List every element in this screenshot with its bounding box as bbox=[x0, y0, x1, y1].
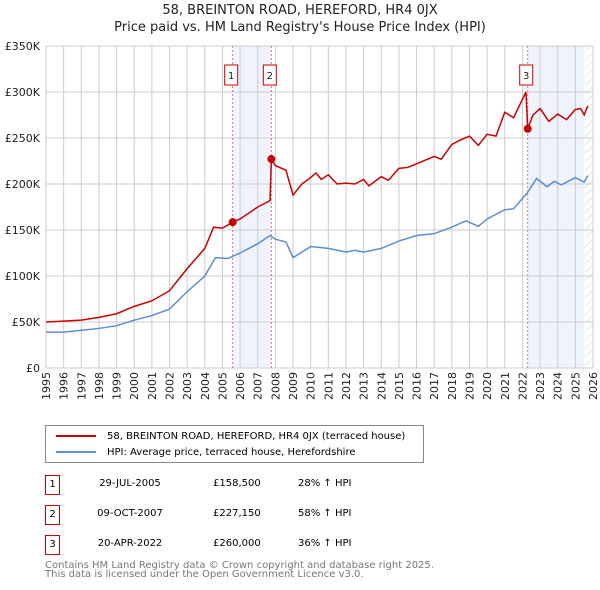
copyright-text: Contains HM Land Registry data © Crown c… bbox=[45, 560, 434, 571]
sale-marker-badge: 1 bbox=[45, 475, 60, 495]
sale-label: 2 bbox=[267, 71, 273, 82]
legend-item-property: 58, BREINTON ROAD, HEREFORD, HR4 0JX (te… bbox=[56, 428, 405, 444]
table-row: 1 29-JUL-2005 £158,500 28% ↑ HPI bbox=[45, 475, 445, 495]
sale-period-shading bbox=[527, 46, 585, 368]
x-tick-label: 2001 bbox=[146, 372, 159, 400]
x-tick-label: 2023 bbox=[534, 372, 547, 400]
x-tick-label: 2018 bbox=[446, 372, 459, 400]
x-tick-label: 2020 bbox=[481, 372, 494, 400]
hpi-change: 36% ↑ HPI bbox=[298, 538, 352, 549]
future-hatch-region bbox=[585, 46, 593, 368]
y-tick-label: £0 bbox=[26, 362, 40, 375]
x-tick-label: 2015 bbox=[393, 372, 406, 400]
x-tick-label: 2010 bbox=[305, 372, 318, 400]
price-paid-line bbox=[45, 91, 589, 323]
table-row: 3 20-APR-2022 £260,000 36% ↑ HPI bbox=[45, 535, 445, 555]
x-tick-label: 1999 bbox=[111, 372, 124, 400]
hpi-line bbox=[46, 175, 589, 333]
y-tick-label: £50K bbox=[12, 316, 41, 329]
x-tick-label: 1996 bbox=[58, 372, 71, 400]
x-tick-label: 2002 bbox=[164, 372, 177, 400]
licence-text: This data is licensed under the Open Gov… bbox=[45, 569, 364, 580]
sale-label-box bbox=[224, 64, 239, 86]
x-tick-label: 2003 bbox=[181, 372, 194, 400]
table-row: 2 09-OCT-2007 £227,150 58% ↑ HPI bbox=[45, 505, 445, 525]
sale-label-box bbox=[519, 64, 534, 86]
y-tick-label: £100K bbox=[5, 270, 41, 283]
x-tick-label: 2019 bbox=[463, 372, 476, 400]
x-tick-label: 2006 bbox=[234, 372, 247, 400]
x-tick-label: 2004 bbox=[199, 372, 212, 400]
sale-date: 20-APR-2022 bbox=[97, 538, 163, 549]
sale-label: 3 bbox=[523, 71, 529, 82]
sale-price: £260,000 bbox=[213, 538, 261, 549]
sale-price: £158,500 bbox=[213, 478, 261, 489]
legend-item-hpi: HPI: Average price, terraced house, Here… bbox=[56, 444, 355, 460]
y-tick-label: £300K bbox=[5, 86, 41, 99]
x-tick-label: 2011 bbox=[322, 372, 335, 400]
x-tick-label: 1997 bbox=[75, 372, 88, 400]
footer: Contains HM Land Registry data © Crown c… bbox=[45, 560, 434, 580]
sale-date: 09-OCT-2007 bbox=[97, 508, 163, 519]
x-tick-label: 2012 bbox=[340, 372, 353, 400]
hpi-change: 58% ↑ HPI bbox=[298, 508, 352, 519]
legend-label: HPI: Average price, terraced house, Here… bbox=[107, 446, 356, 458]
sale-label: 1 bbox=[228, 71, 234, 82]
sale-marker-badge: 2 bbox=[45, 505, 60, 525]
x-tick-label: 1998 bbox=[93, 372, 106, 400]
y-tick-label: £200K bbox=[5, 178, 41, 191]
sale-marker-badge: 3 bbox=[45, 535, 60, 555]
x-tick-label: 2014 bbox=[375, 372, 388, 400]
y-tick-label: £350K bbox=[5, 40, 41, 53]
x-tick-label: 2005 bbox=[216, 372, 229, 400]
line-chart: 1995 1996 1997 1998 1999 2000 2001 2002 2003 2004… bbox=[5, 40, 600, 400]
sale-point bbox=[267, 155, 276, 164]
sale-period-shading bbox=[232, 46, 272, 368]
x-tick-label: 2000 bbox=[128, 372, 141, 400]
x-tick-label: 2013 bbox=[358, 372, 371, 400]
x-tick-label: 2016 bbox=[411, 372, 424, 400]
x-tick-label: 2007 bbox=[252, 372, 265, 400]
y-tick-label: £250K bbox=[5, 132, 41, 145]
x-tick-label: 2017 bbox=[428, 372, 441, 400]
x-tick-label: 2008 bbox=[269, 372, 282, 400]
legend-label: 58, BREINTON ROAD, HEREFORD, HR4 0JX (te… bbox=[107, 430, 406, 442]
blue-line-swatch bbox=[56, 451, 96, 453]
sale-date: 29-JUL-2005 bbox=[99, 478, 161, 489]
sale-point bbox=[228, 218, 237, 227]
x-tick-label: 2022 bbox=[516, 372, 529, 400]
sale-price: £227,150 bbox=[213, 508, 261, 519]
x-tick-label: 2025 bbox=[569, 372, 582, 400]
chart-subtitle: Price paid vs. HM Land Registry's House … bbox=[114, 20, 486, 35]
sale-label-box bbox=[262, 64, 277, 86]
hpi-change: 28% ↑ HPI bbox=[298, 478, 352, 489]
x-tick-label: 2024 bbox=[552, 372, 565, 400]
chart-title: 58, BREINTON ROAD, HEREFORD, HR4 0JX bbox=[162, 3, 438, 18]
x-tick-label: 2026 bbox=[587, 372, 600, 400]
red-line-swatch bbox=[56, 435, 96, 437]
plot-border bbox=[45, 45, 594, 369]
legend: 58, BREINTON ROAD, HEREFORD, HR4 0JX (te… bbox=[45, 425, 424, 463]
x-tick-label: 2021 bbox=[499, 372, 512, 400]
y-tick-label: £150K bbox=[5, 224, 41, 237]
x-tick-label: 1995 bbox=[40, 372, 53, 400]
sale-point bbox=[523, 124, 532, 133]
x-tick-label: 2009 bbox=[287, 372, 300, 400]
